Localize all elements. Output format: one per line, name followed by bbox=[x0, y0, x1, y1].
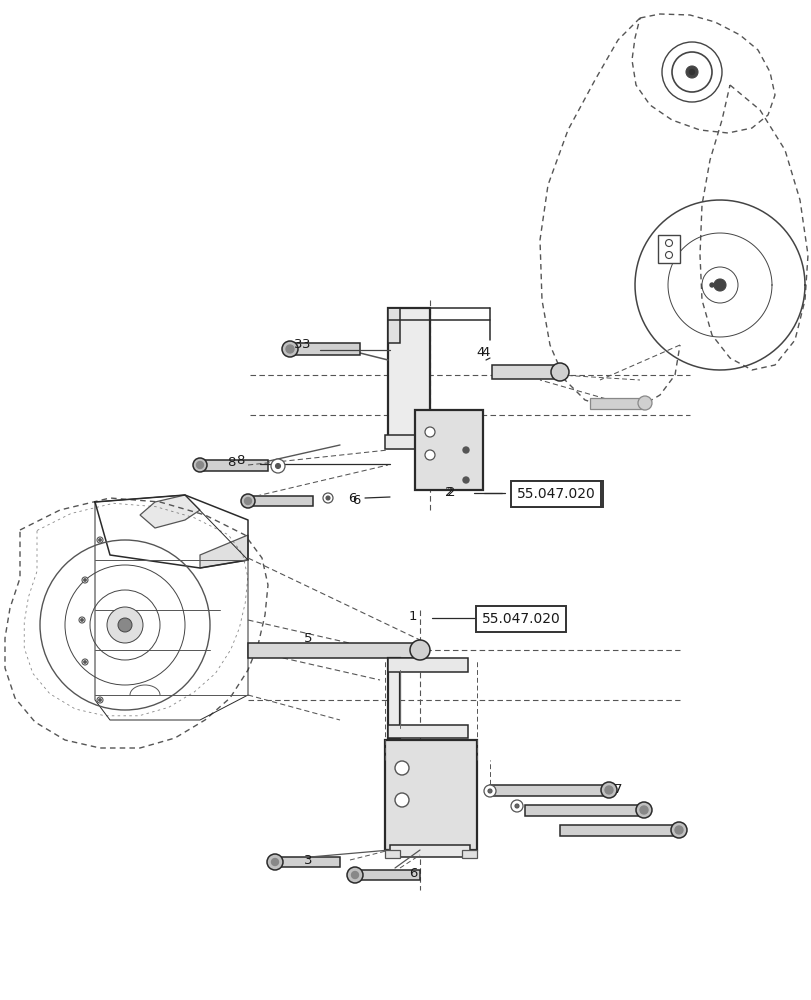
Text: 1: 1 bbox=[408, 609, 417, 622]
Circle shape bbox=[604, 786, 612, 794]
Circle shape bbox=[639, 806, 647, 814]
Circle shape bbox=[462, 447, 469, 453]
Text: 4: 4 bbox=[481, 346, 490, 359]
Circle shape bbox=[271, 459, 285, 473]
Circle shape bbox=[394, 793, 409, 807]
Circle shape bbox=[462, 477, 469, 483]
Text: 7: 7 bbox=[613, 783, 621, 796]
Circle shape bbox=[271, 858, 278, 865]
Circle shape bbox=[99, 539, 101, 541]
Bar bbox=[388, 725, 467, 738]
Text: 3: 3 bbox=[294, 338, 302, 351]
Bar bbox=[461, 850, 476, 858]
Text: 3: 3 bbox=[302, 338, 310, 352]
Bar bbox=[247, 643, 423, 658]
Text: 5: 5 bbox=[303, 632, 312, 645]
Polygon shape bbox=[139, 495, 200, 528]
Circle shape bbox=[665, 251, 672, 258]
Circle shape bbox=[709, 283, 713, 287]
Text: 2: 2 bbox=[444, 486, 453, 498]
Circle shape bbox=[118, 618, 132, 632]
Circle shape bbox=[637, 396, 651, 410]
Circle shape bbox=[193, 458, 207, 472]
Bar bbox=[388, 658, 467, 672]
Bar bbox=[590, 398, 644, 409]
Circle shape bbox=[275, 464, 280, 468]
Bar bbox=[388, 308, 400, 343]
Circle shape bbox=[79, 617, 85, 623]
Bar bbox=[290, 343, 359, 355]
Text: 6: 6 bbox=[351, 493, 360, 506]
Circle shape bbox=[424, 450, 435, 460]
Circle shape bbox=[351, 871, 358, 878]
Bar bbox=[200, 460, 268, 471]
Bar bbox=[275, 857, 340, 867]
Bar bbox=[560, 825, 679, 836]
Text: 8: 8 bbox=[235, 454, 244, 468]
Circle shape bbox=[323, 493, 333, 503]
Circle shape bbox=[551, 363, 569, 381]
Circle shape bbox=[674, 826, 682, 834]
Bar bbox=[354, 870, 419, 880]
Circle shape bbox=[281, 341, 298, 357]
Text: 2: 2 bbox=[446, 486, 455, 498]
Circle shape bbox=[267, 854, 283, 870]
Polygon shape bbox=[200, 535, 247, 568]
Bar bbox=[388, 658, 400, 738]
Circle shape bbox=[689, 70, 693, 75]
Circle shape bbox=[82, 577, 88, 583]
Circle shape bbox=[670, 822, 686, 838]
Circle shape bbox=[84, 661, 86, 663]
Circle shape bbox=[196, 462, 204, 468]
Bar bbox=[247, 496, 312, 506]
Circle shape bbox=[665, 239, 672, 246]
Circle shape bbox=[713, 279, 725, 291]
Text: 6: 6 bbox=[347, 492, 356, 506]
Circle shape bbox=[424, 427, 435, 437]
Text: 8: 8 bbox=[226, 456, 235, 468]
Circle shape bbox=[81, 619, 83, 621]
Text: 55.047.020: 55.047.020 bbox=[518, 487, 597, 501]
Circle shape bbox=[510, 800, 522, 812]
Bar bbox=[489, 785, 609, 796]
Bar bbox=[384, 435, 479, 449]
Bar bbox=[657, 235, 679, 263]
Circle shape bbox=[82, 659, 88, 665]
Circle shape bbox=[685, 66, 697, 78]
Circle shape bbox=[285, 345, 294, 353]
Bar bbox=[384, 740, 476, 850]
Text: 6: 6 bbox=[408, 867, 417, 880]
Circle shape bbox=[97, 537, 103, 543]
Circle shape bbox=[635, 802, 651, 818]
Text: 55.047.020: 55.047.020 bbox=[516, 487, 594, 501]
Circle shape bbox=[241, 494, 255, 508]
Circle shape bbox=[483, 785, 496, 797]
Bar bbox=[388, 308, 430, 448]
Circle shape bbox=[487, 789, 491, 793]
Circle shape bbox=[600, 782, 616, 798]
Circle shape bbox=[394, 761, 409, 775]
Circle shape bbox=[346, 867, 363, 883]
Circle shape bbox=[410, 640, 430, 660]
Text: 4: 4 bbox=[476, 347, 485, 360]
Bar bbox=[414, 410, 483, 490]
Circle shape bbox=[244, 497, 251, 504]
Bar bbox=[491, 365, 560, 379]
Bar bbox=[525, 805, 644, 816]
Text: 55.047.020: 55.047.020 bbox=[481, 612, 560, 626]
Circle shape bbox=[99, 699, 101, 701]
Circle shape bbox=[325, 496, 329, 500]
Circle shape bbox=[84, 579, 86, 581]
Circle shape bbox=[514, 804, 518, 808]
Bar bbox=[389, 845, 470, 857]
Circle shape bbox=[107, 607, 143, 643]
Bar bbox=[384, 850, 400, 858]
Circle shape bbox=[97, 697, 103, 703]
Text: 3: 3 bbox=[303, 854, 312, 867]
